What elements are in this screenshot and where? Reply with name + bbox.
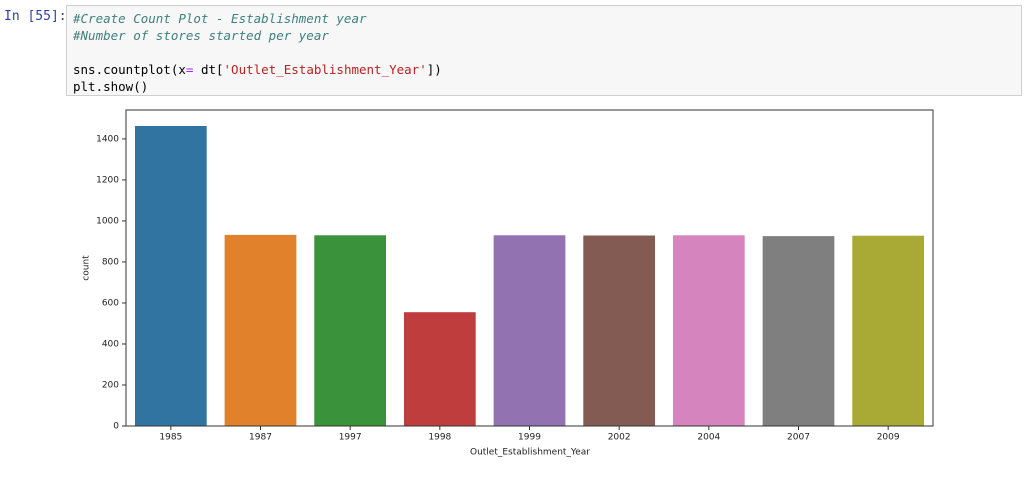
bar xyxy=(762,236,835,426)
code-token: 'Outlet_Establishment_Year' xyxy=(223,62,427,77)
x-tick-label: 1987 xyxy=(249,433,272,443)
x-tick-label: 1985 xyxy=(159,433,182,443)
x-tick-label: 2004 xyxy=(697,433,720,443)
code-token: sns.countplot(x xyxy=(73,62,186,77)
comment: #Number of stores started per year xyxy=(73,28,329,43)
chart: Outlet_Establishment_Year count 0 200 400 6… xyxy=(82,109,934,458)
y-tick-label: 200 xyxy=(102,380,119,390)
y-tick-label: 1400 xyxy=(96,134,119,144)
bar xyxy=(314,235,387,426)
y-tick-label: 0 xyxy=(113,422,119,432)
code-token: dt[ xyxy=(193,62,224,77)
plot-frame xyxy=(125,109,934,427)
bar xyxy=(224,234,297,426)
cell-prompt: In [55]: xyxy=(4,9,67,24)
bar xyxy=(134,125,207,426)
code-cell[interactable]: #Create Count Plot - Establishment year … xyxy=(66,5,1022,96)
x-axis-label: Outlet_Establishment_Year xyxy=(470,448,590,458)
y-tick-label: 400 xyxy=(102,339,119,349)
y-tick-label: 1000 xyxy=(96,216,119,226)
y-tick-label: 800 xyxy=(102,257,119,267)
bar xyxy=(672,235,745,426)
bar xyxy=(403,312,476,426)
x-tick-label: 2007 xyxy=(787,433,810,443)
code-token: = xyxy=(185,62,194,77)
bar xyxy=(493,235,566,426)
bar xyxy=(852,235,925,426)
code: #Create Count Plot - Establishment year … xyxy=(73,10,442,95)
x-tick-label: 1998 xyxy=(428,433,451,443)
x-tick-label: 2009 xyxy=(877,433,900,443)
x-tick-label: 2002 xyxy=(608,433,631,443)
y-tick-label: 600 xyxy=(102,298,119,308)
y-axis-label: count xyxy=(82,255,92,281)
bar xyxy=(583,235,656,426)
y-tick-label: 1200 xyxy=(96,175,119,185)
x-tick-label: 1999 xyxy=(518,433,541,443)
code-token: plt.show() xyxy=(73,79,149,94)
x-tick-label: 1997 xyxy=(339,433,362,443)
comment: #Create Count Plot - Establishment year xyxy=(73,11,367,26)
code-token: ]) xyxy=(426,62,442,77)
